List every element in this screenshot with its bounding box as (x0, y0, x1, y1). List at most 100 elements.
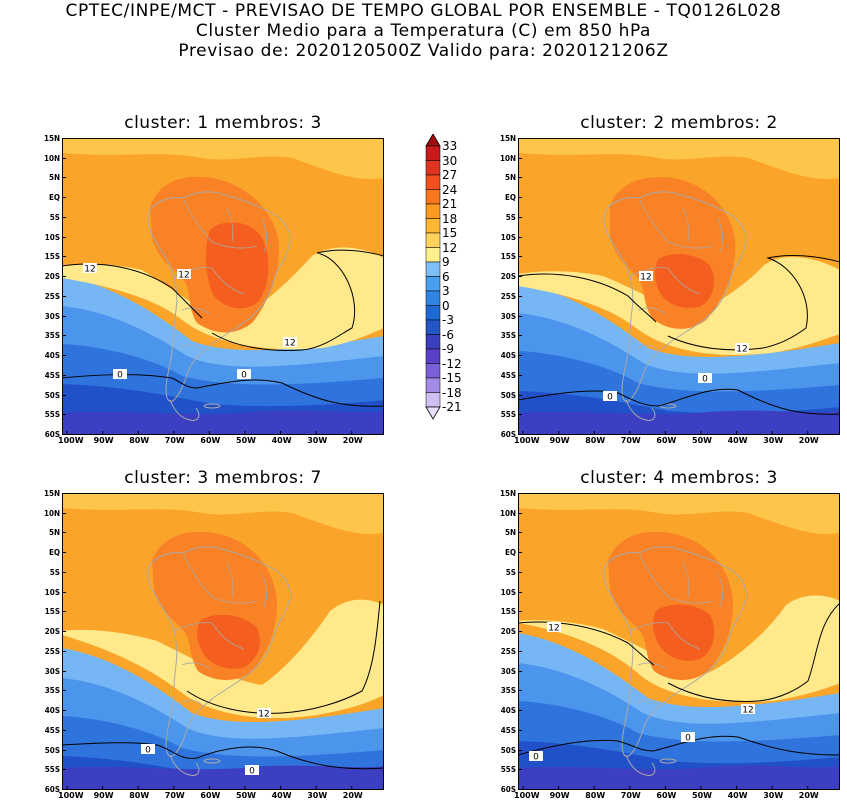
border-line (226, 562, 234, 598)
field-purple (518, 410, 840, 435)
border-line (682, 562, 690, 598)
y-tick-label: 20S (500, 272, 516, 282)
y-tick-label: 50S (500, 390, 516, 400)
contour-label-bg (529, 751, 543, 761)
contour-label-bg (681, 732, 695, 742)
x-tick-label: 50W (236, 436, 256, 445)
colorbar-box (425, 218, 441, 234)
heatmap-svg: 12 12 12 0 0 (62, 138, 384, 435)
field-layers (62, 493, 384, 790)
colorbar-top-arrow (425, 134, 441, 147)
border-line (211, 622, 245, 650)
colorbar-label: 27 (442, 168, 458, 182)
x-tick-label: 90W (549, 791, 570, 800)
colorbar-label: -12 (442, 356, 462, 371)
y-tick-label: 40S (44, 706, 60, 716)
border-line (226, 207, 234, 243)
colorbar-label: 15 (442, 226, 458, 240)
x-tick-label: 90W (93, 436, 114, 445)
colorbar-label: 21 (442, 197, 458, 211)
y-tick-label: EQ (504, 193, 516, 203)
colorbar-label: 9 (442, 255, 450, 269)
x-tick-label: 40W (271, 791, 292, 800)
map-panel-cluster-1: 12 12 12 0 0 (62, 138, 384, 435)
y-tick-label: 55S (44, 410, 60, 420)
border-line (637, 307, 667, 315)
coastline (603, 191, 747, 403)
contour-label-bg (113, 369, 127, 379)
colorbar-label: 30 (442, 153, 458, 168)
y-tick-label: 55S (44, 765, 60, 775)
colorbar-box (425, 377, 441, 393)
colorbar-box (425, 392, 441, 408)
y-tick-label: 55S (500, 410, 516, 420)
header-line-1: CPTEC/INPE/MCT - PREVISAO DE TEMPO GLOBA… (65, 1, 782, 21)
y-tick-label: 25S (500, 646, 516, 656)
x-tick-label: 100W (514, 436, 540, 445)
y-tick-label: 45S (500, 370, 516, 380)
y-tick-label: 10S (44, 587, 60, 597)
x-tick-label: 80W (585, 791, 606, 800)
contour-0 (518, 735, 840, 756)
border-line (211, 241, 258, 249)
panel-frame (518, 493, 840, 790)
contour-0 (518, 388, 840, 415)
colorbar-label: -18 (442, 385, 462, 400)
y-tick-label: 30S (500, 311, 516, 321)
contour-label: 0 (685, 734, 691, 744)
y-tick-label: 35S (500, 331, 516, 341)
colorbar-box (425, 348, 441, 364)
contour-label: 12 (258, 710, 269, 720)
x-tick-label: 20W (342, 791, 363, 800)
x-tick-label: 60W (656, 436, 677, 445)
map-panel-cluster-3: 12 0 0 (62, 493, 384, 790)
header-line-2: Cluster Medio para a Temperatura (C) em … (195, 21, 652, 41)
field-purple (62, 410, 384, 435)
contour-label: 12 (742, 706, 753, 716)
field-layers (518, 138, 840, 435)
border-line (635, 344, 659, 351)
colorbar-label: -21 (442, 400, 462, 414)
colorbar-box (425, 203, 441, 219)
patagonia-coast (625, 754, 656, 776)
border-line (211, 267, 245, 295)
contour-12-b (186, 600, 381, 714)
contour-label-bg (639, 271, 653, 281)
contour-label: 12 (736, 345, 747, 355)
x-tick-label: 80W (129, 436, 150, 445)
y-tick-label: 5S (505, 567, 516, 577)
border-line (667, 622, 701, 650)
field-light-orange (518, 493, 840, 534)
x-tick-label: 50W (236, 791, 256, 800)
contour-label-bg (603, 391, 617, 401)
colorbar (425, 134, 441, 420)
y-tick-label: 35S (44, 331, 60, 341)
y-tick-label: 40S (44, 351, 60, 361)
x-tick-label: 40W (727, 791, 748, 800)
x-tick-label: 40W (727, 436, 748, 445)
contour-label-bg (547, 622, 561, 632)
y-tick-label: 5N (504, 528, 516, 538)
contour-label: 0 (241, 371, 247, 381)
x-tick-label: 20W (798, 436, 819, 445)
contour-label-bg (177, 269, 191, 279)
contour-12-a (518, 273, 657, 323)
x-tick-label: 100W (58, 791, 84, 800)
patagonia-coast (169, 754, 200, 776)
border-line (717, 217, 723, 253)
y-tick-label: 10N (499, 508, 516, 518)
x-tick-label: 20W (798, 791, 819, 800)
patagonia-coast (625, 399, 656, 421)
colorbar-label: 0 (442, 298, 450, 313)
panel-title-cluster-1: cluster: 1 membros: 3 (124, 113, 322, 133)
contour-label: 12 (284, 339, 295, 349)
y-tick-label: 5N (48, 173, 60, 183)
y-tick-label: 35S (500, 686, 516, 696)
colorbar-label: 6 (442, 269, 450, 284)
colorbar-box (425, 319, 441, 335)
contour-label: 0 (607, 393, 613, 403)
heatmap-svg: 12 12 0 0 (518, 138, 840, 435)
colorbar-label: -3 (442, 313, 454, 327)
y-tick-label: 5S (49, 212, 60, 222)
colorbar-label: -9 (442, 342, 454, 356)
